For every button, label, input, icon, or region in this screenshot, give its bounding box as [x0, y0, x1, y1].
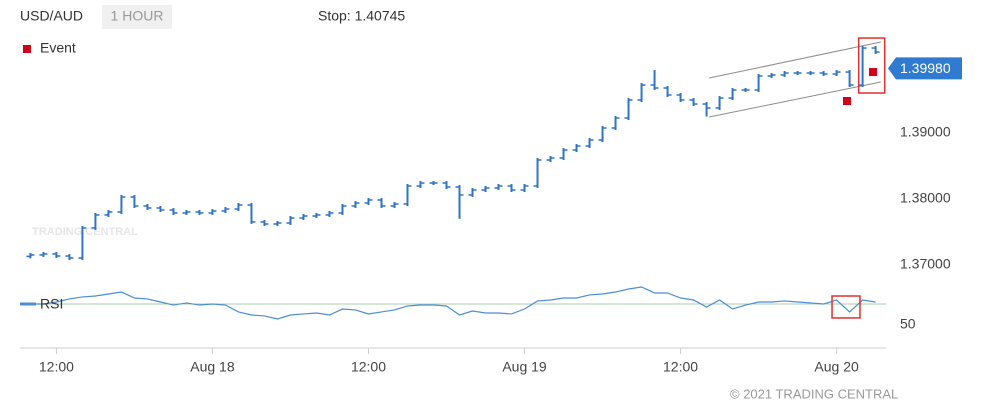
interval: 1 HOUR	[111, 8, 164, 24]
stop-label: Stop: 1.40745	[318, 8, 405, 24]
highlight-box	[831, 295, 861, 319]
channel-line	[709, 41, 881, 79]
y-tick-label: 1.39000	[900, 124, 951, 140]
legend-label: Event	[40, 40, 76, 56]
y-tick-label: 1.38000	[900, 190, 951, 206]
rsi-label: RSI	[40, 296, 63, 312]
channel-line	[709, 81, 881, 118]
x-tick-label: 12:00	[351, 359, 386, 375]
interval-badge	[102, 5, 172, 29]
last-price-flag	[888, 57, 962, 80]
legend-swatch	[23, 45, 31, 53]
rsi-line	[30, 286, 876, 320]
x-tick-label: 12:00	[39, 359, 74, 375]
y-tick-label: 1.37000	[900, 256, 951, 272]
copyright: © 2021 TRADING CENTRAL	[730, 386, 898, 401]
x-tick-label: 12:00	[663, 359, 698, 375]
rsi-tick-label: 50	[900, 316, 916, 332]
symbol: USD/AUD	[20, 8, 83, 24]
event-marker	[868, 68, 877, 77]
event-marker	[842, 97, 851, 106]
watermark: TRADING CENTRAL	[32, 226, 138, 238]
x-tick-label: Aug 18	[190, 359, 235, 375]
highlight-box	[857, 37, 886, 94]
x-tick-label: Aug 19	[502, 359, 547, 375]
last-price-label: 1.39980	[900, 60, 951, 76]
x-tick-label: Aug 20	[814, 359, 859, 375]
